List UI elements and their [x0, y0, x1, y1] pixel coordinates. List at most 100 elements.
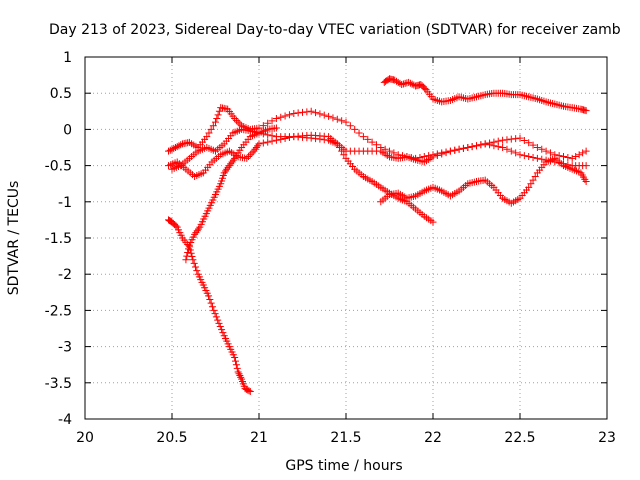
data-point — [520, 136, 528, 144]
data-point — [338, 147, 346, 155]
y-axis-title: SDTVAR / TECUs — [6, 181, 22, 296]
data-point — [183, 252, 191, 260]
data-point — [406, 79, 414, 87]
data-point — [527, 180, 535, 188]
x-tick-label: 22.5 — [504, 430, 535, 446]
data-point — [225, 162, 233, 170]
series-track-falling — [165, 216, 254, 395]
data-point — [219, 329, 227, 337]
data-point — [560, 153, 567, 161]
y-tick-label: -3.5 — [45, 376, 72, 392]
data-point — [520, 152, 528, 160]
data-point — [246, 151, 254, 159]
data-point — [223, 165, 231, 173]
data-point — [507, 147, 515, 155]
x-tick-label: 22 — [424, 430, 442, 446]
data-point — [246, 387, 254, 395]
data-point — [205, 129, 213, 137]
data-point — [290, 109, 298, 117]
data-point — [254, 142, 262, 150]
x-tick-label: 20 — [76, 430, 94, 446]
data-point — [499, 136, 507, 144]
data-point — [206, 296, 214, 304]
data-point — [216, 323, 224, 331]
data-point — [220, 169, 228, 177]
data-point — [529, 176, 537, 184]
data-point — [464, 144, 472, 151]
x-tick-label: 21 — [250, 430, 268, 446]
data-points — [165, 75, 590, 395]
data-point — [252, 144, 260, 151]
data-point — [190, 259, 198, 267]
data-point — [222, 167, 230, 175]
y-tick-label: -0.5 — [45, 159, 72, 175]
data-point — [312, 109, 320, 117]
data-point — [255, 129, 263, 137]
data-point — [408, 80, 416, 88]
data-point — [211, 310, 219, 318]
data-point — [459, 144, 467, 152]
data-point — [245, 153, 253, 161]
data-point — [486, 141, 494, 149]
data-point — [316, 110, 324, 118]
data-point — [372, 141, 380, 149]
data-point — [399, 80, 407, 88]
data-point — [538, 155, 546, 163]
data-point — [214, 111, 222, 119]
data-point — [182, 256, 190, 264]
data-point — [542, 147, 550, 155]
data-point — [237, 373, 245, 381]
data-point — [250, 147, 258, 155]
data-point — [218, 326, 226, 334]
data-point — [546, 149, 554, 157]
data-point — [232, 361, 240, 369]
data-point — [224, 163, 232, 171]
data-point — [264, 138, 272, 146]
data-point — [433, 151, 441, 159]
data-point — [572, 153, 580, 161]
y-tick-label: -3 — [58, 340, 72, 356]
data-point — [233, 364, 241, 372]
y-tick-label: -1 — [58, 195, 72, 211]
data-point — [303, 108, 311, 116]
data-point — [207, 125, 215, 133]
data-point — [468, 143, 476, 151]
data-point — [335, 144, 343, 151]
data-point — [165, 147, 173, 155]
data-point — [171, 144, 179, 151]
data-point — [207, 299, 215, 307]
data-point — [232, 116, 240, 124]
y-tick-label: 0 — [63, 122, 72, 138]
data-point — [173, 143, 181, 151]
data-point — [259, 130, 267, 138]
data-point — [529, 141, 537, 149]
data-point — [533, 144, 541, 151]
data-point — [351, 125, 359, 133]
data-point — [187, 249, 195, 257]
series-track-d — [377, 154, 590, 207]
data-point — [525, 153, 533, 161]
data-point — [229, 156, 237, 164]
data-point — [168, 145, 176, 153]
data-point — [231, 353, 239, 361]
data-point — [499, 144, 507, 151]
data-point — [172, 222, 180, 230]
data-point — [195, 225, 203, 233]
data-point — [582, 147, 590, 155]
data-point — [507, 135, 515, 143]
data-point — [355, 129, 363, 137]
y-tick-label: 1 — [63, 50, 72, 66]
chart-title: Day 213 of 2023, Sidereal Day-to-day VTE… — [49, 22, 621, 38]
data-point — [533, 154, 541, 162]
data-point — [325, 112, 333, 120]
data-point — [228, 158, 236, 166]
data-point — [575, 151, 583, 159]
data-point — [272, 124, 280, 132]
y-tick-label: -1.5 — [45, 231, 72, 247]
data-point — [342, 118, 350, 126]
data-point — [455, 145, 463, 153]
data-point — [255, 140, 263, 148]
data-point — [368, 138, 376, 146]
data-point — [512, 135, 520, 143]
